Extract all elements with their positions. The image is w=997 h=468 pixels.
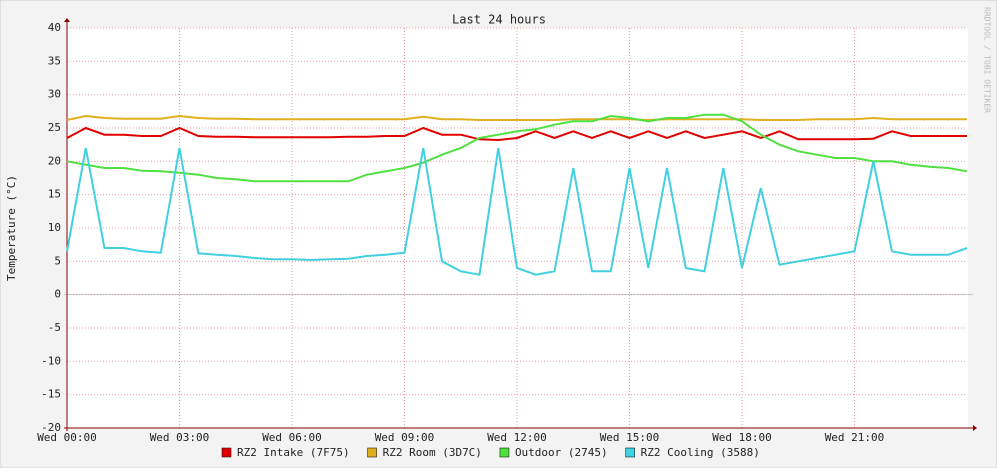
series-line	[66, 126, 967, 142]
chart-title: Last 24 hours	[452, 13, 546, 27]
y-axis-arrow	[64, 18, 70, 22]
y-tick-label: -15	[41, 388, 61, 401]
y-tick-label: -5	[48, 321, 61, 334]
y-tick-label: 15	[48, 188, 61, 201]
side-label: RRDTOOL / TOBI OETIKER	[983, 7, 992, 113]
y-tick-label: 30	[48, 88, 61, 101]
y-tick-label: 5	[54, 254, 61, 267]
legend-label: RZ2 Cooling (3588)	[641, 446, 760, 459]
y-tick-label: 20	[48, 154, 61, 167]
legend-label: RZ2 Intake (7F75)	[237, 446, 350, 459]
y-tick-label: 0	[54, 288, 61, 301]
y-tick-label: 10	[48, 221, 61, 234]
x-tick-label: Wed 06:00	[262, 431, 322, 444]
legend-swatch	[625, 447, 635, 458]
x-axis-arrow	[973, 425, 977, 431]
y-axis-label: Temperature (°C)	[5, 175, 18, 281]
series-line	[66, 113, 968, 183]
y-tick-label: 35	[48, 54, 61, 67]
series-line	[66, 114, 967, 122]
x-tick-label: Wed 15:00	[600, 431, 660, 444]
legend-swatch	[499, 447, 510, 458]
y-tick-label: -10	[41, 354, 61, 367]
y-tick-label: -20	[41, 421, 61, 434]
x-tick-label: Wed 09:00	[375, 431, 435, 444]
x-tick-label: Wed 18:00	[712, 431, 772, 444]
x-tick-label: Wed 03:00	[150, 431, 210, 444]
legend-swatch	[367, 447, 377, 458]
legend-swatch	[221, 447, 232, 458]
x-tick-label: Wed 00:00	[37, 431, 97, 444]
y-tick-label: 40	[48, 21, 61, 34]
x-tick-label: Wed 21:00	[825, 431, 885, 444]
y-tick-label: 25	[48, 121, 61, 134]
x-tick-label: Wed 12:00	[487, 431, 547, 444]
legend-label: Outdoor (2745)	[515, 446, 608, 459]
legend-label: RZ2 Room (3D7C)	[383, 446, 482, 459]
series-line	[66, 147, 968, 276]
